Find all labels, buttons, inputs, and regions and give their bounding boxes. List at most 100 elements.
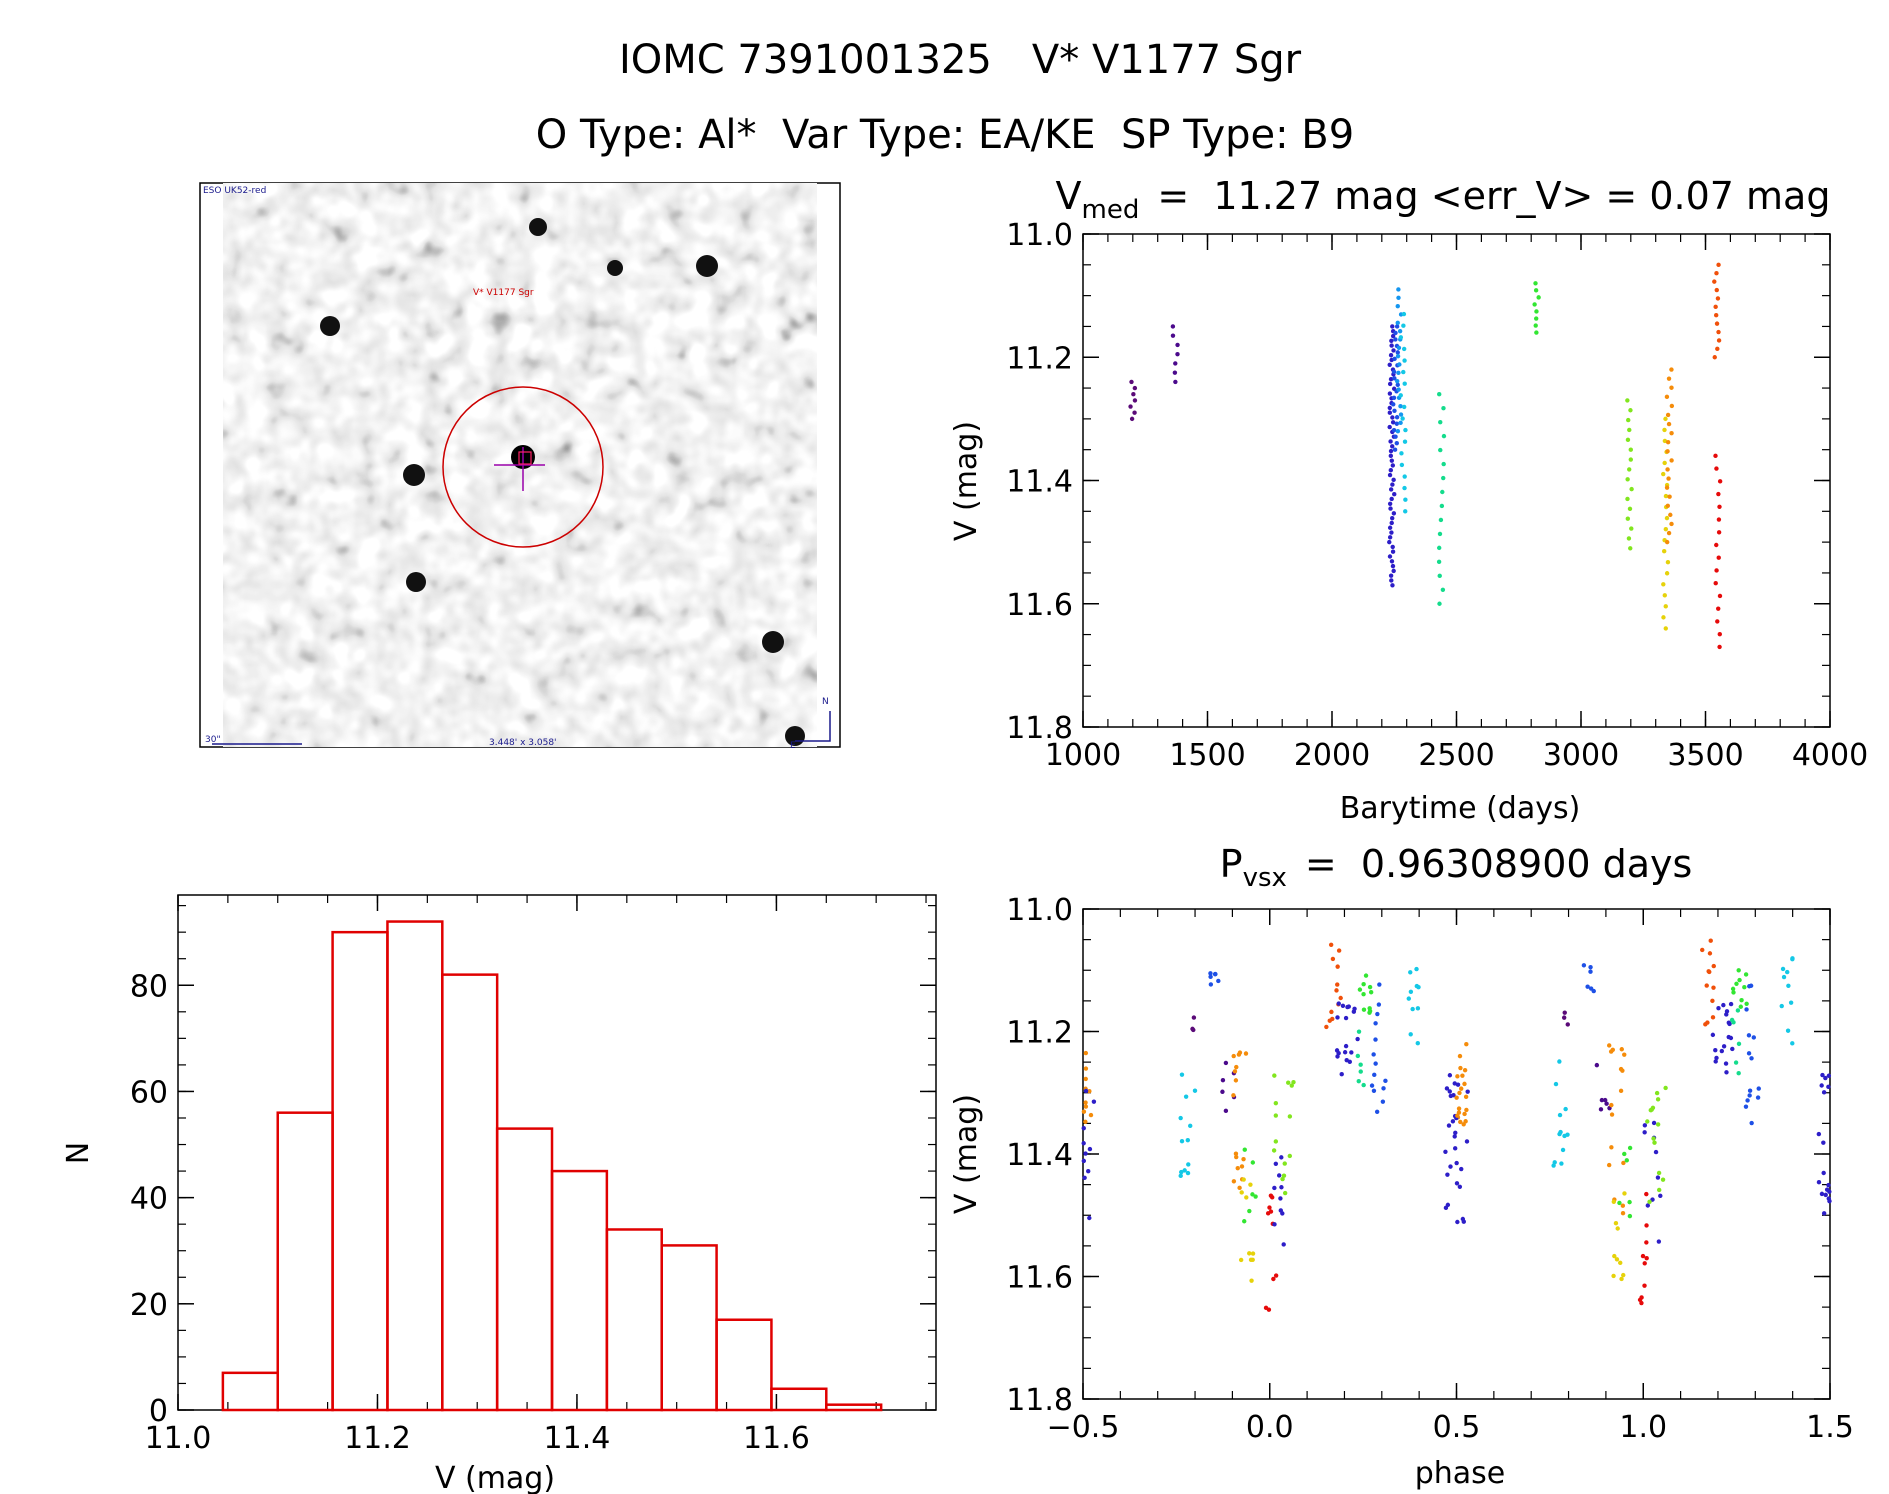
phased-point (1736, 968, 1741, 973)
phased-point (1208, 971, 1213, 976)
phased-point (1243, 1051, 1249, 1056)
phased-point (1454, 1181, 1460, 1186)
lightcurve-point (1625, 437, 1631, 443)
phased-point (1443, 1149, 1448, 1154)
lightcurve-point (1441, 433, 1447, 439)
lightcurve-point (1663, 626, 1668, 631)
phased-point (1273, 1161, 1279, 1166)
phased-point (1642, 1130, 1647, 1135)
lightcurve-point (1716, 329, 1721, 335)
lightcurve-point (1402, 474, 1407, 479)
phased-point (1343, 1043, 1349, 1049)
lightcurve-tick-label-x: 3500 (1667, 738, 1743, 773)
phased-point (1182, 1168, 1187, 1173)
histogram-bar (825, 1403, 883, 1412)
phased-point (1408, 1032, 1413, 1037)
phased-point (1655, 1097, 1661, 1102)
lightcurve-point (1716, 555, 1721, 560)
lightcurve-point (1388, 352, 1394, 358)
header-line2: O Type: Al* Var Type: EA/KE SP Type: B9 (536, 112, 1354, 158)
lightcurve-point (1398, 420, 1403, 426)
lightcurve-point (1665, 560, 1671, 565)
lightcurve-point (1663, 493, 1669, 499)
phased-point (1336, 1001, 1341, 1006)
lightcurve-point (1397, 328, 1403, 334)
phased-point (1344, 1057, 1349, 1063)
phased-point (1743, 972, 1749, 977)
lightcurve-point (1533, 288, 1539, 293)
phased-point (1823, 1075, 1828, 1081)
histogram-bar (331, 930, 389, 1412)
phased-point (1455, 1219, 1460, 1225)
phased-point (1788, 1000, 1794, 1005)
lightcurve-tick-label-x: 2000 (1294, 738, 1370, 773)
lightcurve-point (1713, 581, 1718, 586)
lightcurve-ylabel: V (mag) (949, 421, 984, 541)
lightcurve-point (1388, 439, 1393, 444)
lightcurve-point (1394, 441, 1399, 446)
lightcurve-point (1714, 466, 1719, 471)
lightcurve-tick-label-x: 2500 (1418, 738, 1494, 773)
lightcurve-title-sub: med (1082, 195, 1140, 225)
lightcurve-title-rest: = 11.27 mag <err_V> = 0.07 mag (1157, 174, 1830, 218)
phased-point (1719, 1048, 1725, 1054)
histogram-tick-label-x: 11.2 (344, 1421, 411, 1456)
phased-point (1826, 1073, 1832, 1078)
lightcurve-point (1403, 427, 1408, 433)
phased-point (1216, 978, 1221, 984)
lightcurve-point (1668, 512, 1673, 518)
phased-point (1823, 1192, 1828, 1198)
phased-point (1557, 1112, 1563, 1118)
lightcurve-point (1625, 496, 1630, 502)
lightcurve-point (1399, 451, 1404, 456)
phased-point (1244, 1195, 1249, 1200)
phased-tick-label-y: 11.6 (1006, 1261, 1073, 1296)
phased-point (1371, 1088, 1377, 1093)
phased-point (1826, 1084, 1831, 1090)
lightcurve-point (1391, 568, 1396, 574)
phased-point (1367, 1006, 1372, 1011)
lightcurve-point (1388, 468, 1394, 473)
histogram-bar (550, 1169, 609, 1412)
phased-point (1710, 1032, 1716, 1038)
phased-point (1456, 1106, 1462, 1111)
phased-point (1083, 1100, 1088, 1105)
phased-point (1352, 1006, 1357, 1011)
lightcurve-point (1403, 509, 1408, 514)
lightcurve-point (1394, 324, 1400, 329)
phased-title: Pvsx = 0.96308900 days (1220, 842, 1693, 893)
lightcurve-point (1398, 403, 1403, 409)
lightcurve-point (1401, 311, 1407, 317)
phased-point (1336, 948, 1342, 953)
lightcurve-point (1394, 421, 1399, 426)
lightcurve-point (1534, 316, 1539, 321)
histogram-axes: 11.0 11.2 11.4 11.6 0 20 40 60 80 (130, 894, 937, 1456)
phased-point (1250, 1192, 1255, 1197)
lightcurve-point (1395, 378, 1400, 384)
phased-point (1461, 1122, 1466, 1127)
lightcurve-point (1131, 392, 1136, 397)
lightcurve-point (1438, 447, 1443, 453)
lightcurve-point (1625, 477, 1630, 482)
phased-point (1617, 1200, 1622, 1206)
phased-point (1083, 1066, 1089, 1071)
lightcurve-point (1387, 391, 1393, 396)
lightcurve-point (1391, 369, 1397, 375)
lightcurve-point (1390, 420, 1396, 425)
lightcurve-point (1388, 453, 1394, 459)
phased-point (1083, 1104, 1089, 1109)
histogram-plot: 11.0 11.2 11.4 11.6 0 20 40 60 80 V (mag) N (61, 894, 937, 1494)
phased-point (1744, 1001, 1749, 1006)
lightcurve-tick-label-x: 4000 (1792, 738, 1868, 773)
phased-point (1231, 1093, 1236, 1098)
lightcurve-point (1128, 404, 1133, 409)
phased-point (1372, 1072, 1377, 1078)
lightcurve-point (1437, 392, 1442, 397)
bright-stars (320, 218, 805, 746)
phased-point (1618, 1260, 1623, 1266)
phased-point (1620, 1203, 1626, 1208)
phased-point (1234, 1154, 1239, 1160)
phased-point (1361, 992, 1366, 997)
phased-point (1444, 1086, 1450, 1091)
phased-point (1265, 1211, 1271, 1216)
